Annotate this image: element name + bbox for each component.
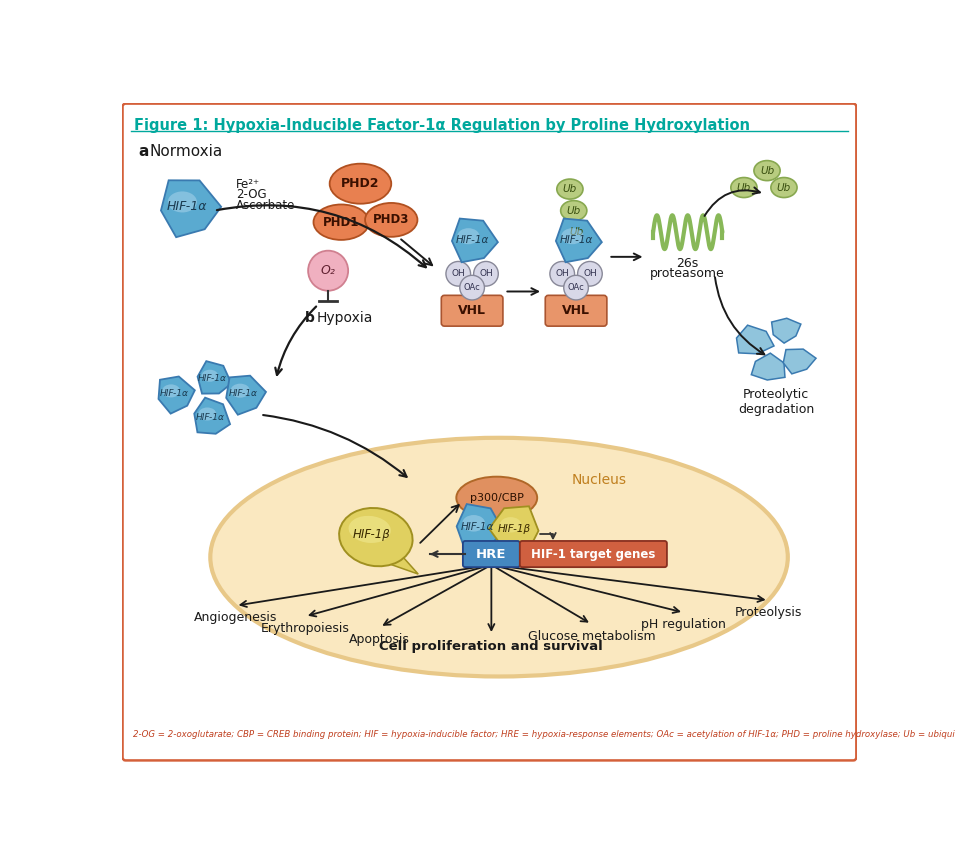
Text: Proteolytic
degradation: Proteolytic degradation xyxy=(738,387,815,416)
Text: VHL: VHL xyxy=(458,304,486,317)
Ellipse shape xyxy=(349,516,391,543)
Text: HIF-1α: HIF-1α xyxy=(461,522,494,532)
Ellipse shape xyxy=(753,160,780,181)
Circle shape xyxy=(550,261,575,286)
Circle shape xyxy=(578,261,603,286)
Ellipse shape xyxy=(561,201,586,220)
Polygon shape xyxy=(456,504,504,549)
Ellipse shape xyxy=(731,177,757,198)
Text: HIF-1α: HIF-1α xyxy=(159,389,188,399)
Text: PHD2: PHD2 xyxy=(341,177,380,190)
Ellipse shape xyxy=(771,177,797,198)
Text: Ascorbate: Ascorbate xyxy=(236,199,295,212)
FancyBboxPatch shape xyxy=(520,541,667,567)
Ellipse shape xyxy=(563,222,589,243)
Ellipse shape xyxy=(162,385,180,398)
Text: Ub: Ub xyxy=(566,206,581,216)
Circle shape xyxy=(308,251,349,291)
Polygon shape xyxy=(452,219,498,262)
Polygon shape xyxy=(556,219,602,262)
FancyBboxPatch shape xyxy=(463,541,520,567)
FancyBboxPatch shape xyxy=(441,296,503,327)
Text: a: a xyxy=(138,145,149,159)
Text: Apoptosis: Apoptosis xyxy=(350,632,410,645)
Polygon shape xyxy=(736,325,774,354)
Circle shape xyxy=(563,275,588,300)
Polygon shape xyxy=(783,349,816,374)
Text: Nucleus: Nucleus xyxy=(572,473,626,487)
Text: Ub: Ub xyxy=(776,183,791,193)
Text: Ub: Ub xyxy=(562,184,577,194)
Ellipse shape xyxy=(199,407,217,421)
Ellipse shape xyxy=(499,517,521,532)
Text: PHD3: PHD3 xyxy=(373,213,410,226)
Text: O₂: O₂ xyxy=(321,264,335,277)
Text: Glucose metabolism: Glucose metabolism xyxy=(528,630,655,643)
Circle shape xyxy=(474,261,499,286)
Text: Ub: Ub xyxy=(760,165,775,176)
Text: 26s: 26s xyxy=(676,257,699,270)
Text: OH: OH xyxy=(555,269,569,279)
Text: Figure 1: Hypoxia-Inducible Factor-1α Regulation by Proline Hydroxylation: Figure 1: Hypoxia-Inducible Factor-1α Re… xyxy=(134,118,750,133)
Polygon shape xyxy=(161,180,222,237)
Ellipse shape xyxy=(230,384,250,398)
Text: HIF-1 target genes: HIF-1 target genes xyxy=(531,548,655,560)
Text: b: b xyxy=(305,311,315,325)
Ellipse shape xyxy=(210,438,788,676)
Ellipse shape xyxy=(456,476,537,519)
Ellipse shape xyxy=(365,203,417,237)
FancyBboxPatch shape xyxy=(545,296,606,327)
Text: HIF-1α: HIF-1α xyxy=(199,374,227,383)
Ellipse shape xyxy=(462,515,485,531)
Ellipse shape xyxy=(339,508,413,566)
Text: OAc: OAc xyxy=(464,283,480,292)
Polygon shape xyxy=(194,398,230,434)
Text: PHD1: PHD1 xyxy=(323,216,359,229)
Text: Ub: Ub xyxy=(569,227,584,237)
Ellipse shape xyxy=(329,164,392,204)
Ellipse shape xyxy=(313,205,369,240)
Text: Fe²⁺: Fe²⁺ xyxy=(236,177,260,190)
Text: Hypoxia: Hypoxia xyxy=(316,311,373,325)
Polygon shape xyxy=(489,506,539,552)
Text: HIF-1α: HIF-1α xyxy=(196,412,224,422)
Circle shape xyxy=(446,261,471,286)
Text: p300/CBP: p300/CBP xyxy=(470,493,523,503)
Ellipse shape xyxy=(457,228,479,244)
Polygon shape xyxy=(752,353,785,380)
Text: Normoxia: Normoxia xyxy=(150,145,223,159)
Text: OH: OH xyxy=(584,269,597,279)
Circle shape xyxy=(459,275,484,300)
Ellipse shape xyxy=(202,369,218,381)
Text: Proteolysis: Proteolysis xyxy=(735,606,802,619)
Ellipse shape xyxy=(557,179,583,199)
Polygon shape xyxy=(390,553,418,574)
Text: HIF-1α: HIF-1α xyxy=(229,389,258,399)
Polygon shape xyxy=(198,361,231,393)
Text: OAc: OAc xyxy=(567,283,584,292)
Text: Angiogenesis: Angiogenesis xyxy=(194,611,277,624)
Text: OH: OH xyxy=(479,269,493,279)
FancyBboxPatch shape xyxy=(122,104,857,760)
Polygon shape xyxy=(772,318,801,343)
Text: proteasome: proteasome xyxy=(650,267,725,280)
Text: HIF-1β: HIF-1β xyxy=(353,528,391,542)
Text: Erythropoiesis: Erythropoiesis xyxy=(261,622,350,635)
Text: HRE: HRE xyxy=(477,548,506,560)
Text: 2-OG = 2-oxoglutarate; CBP = CREB binding protein; HIF = hypoxia-inducible facto: 2-OG = 2-oxoglutarate; CBP = CREB bindin… xyxy=(134,730,955,740)
Ellipse shape xyxy=(168,191,197,213)
Text: HIF-1α: HIF-1α xyxy=(456,235,489,245)
Text: HIF-1α: HIF-1α xyxy=(560,235,593,245)
Text: pH regulation: pH regulation xyxy=(642,618,727,631)
Ellipse shape xyxy=(562,228,584,244)
Text: 2-OG: 2-OG xyxy=(236,189,266,201)
Text: Ub: Ub xyxy=(737,183,751,193)
Text: VHL: VHL xyxy=(562,304,590,317)
Polygon shape xyxy=(159,376,195,414)
Text: Cell proliferation and survival: Cell proliferation and survival xyxy=(379,640,604,653)
Text: HIF-1α: HIF-1α xyxy=(167,201,207,213)
Text: OH: OH xyxy=(452,269,465,279)
Text: HIF-1β: HIF-1β xyxy=(498,524,531,534)
Polygon shape xyxy=(226,375,266,415)
